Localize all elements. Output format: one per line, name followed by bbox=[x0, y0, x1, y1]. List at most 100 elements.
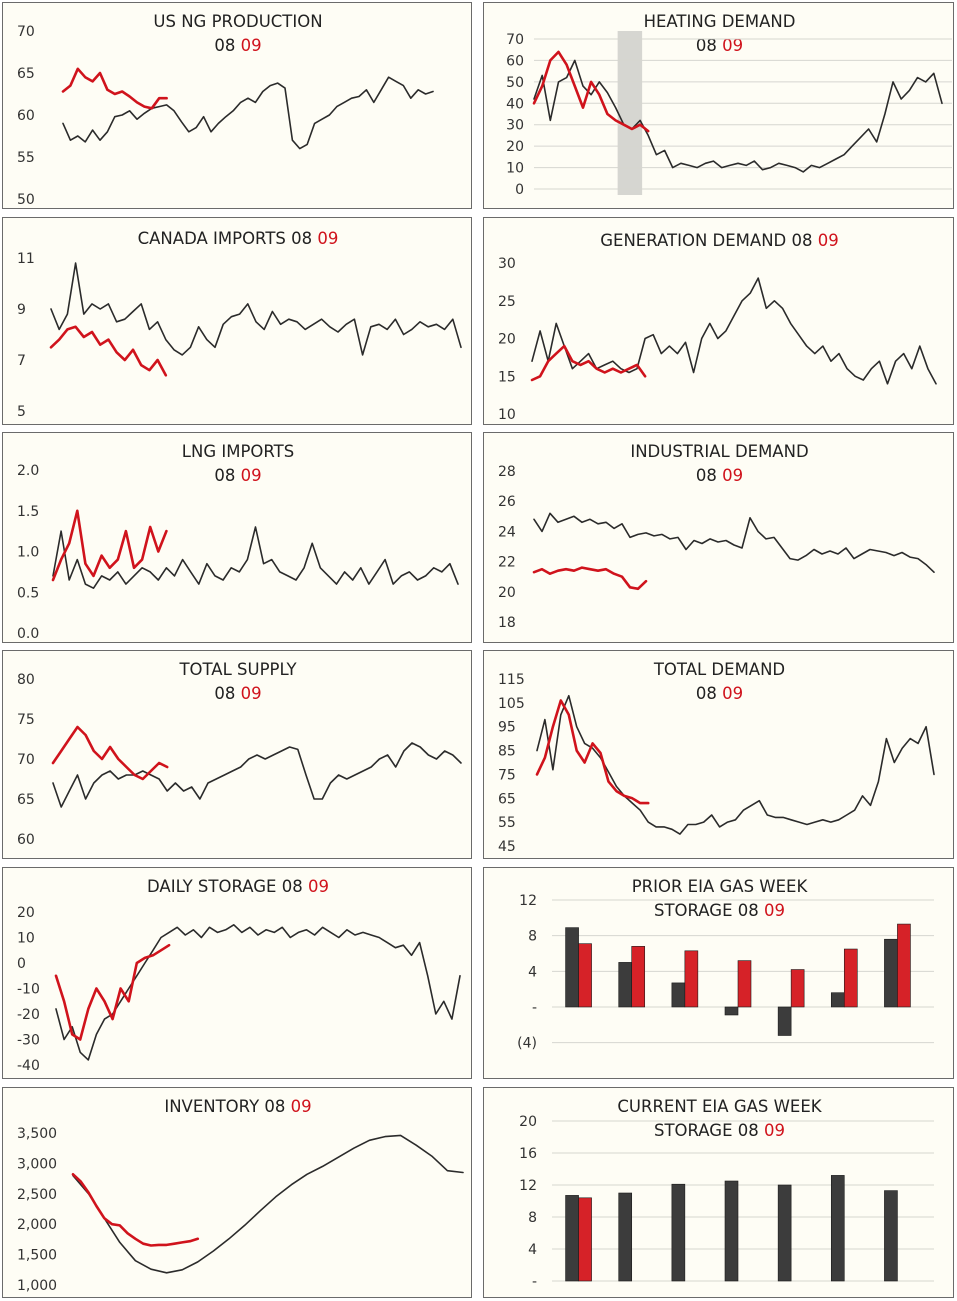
legend-08: 08 bbox=[286, 229, 318, 248]
series-line-09 bbox=[532, 50, 650, 133]
y-tick-label: 20 bbox=[519, 1114, 537, 1130]
bar-08-2 bbox=[618, 1192, 633, 1282]
y-tick-label: 10 bbox=[498, 407, 516, 423]
chart-title: US NG PRODUCTION bbox=[153, 12, 322, 31]
chart-industrial-demand-svg: INDUSTRIAL DEMAND 08 09 18 20 22 24 26 28 bbox=[498, 442, 935, 631]
y-tick-label: 30 bbox=[506, 118, 524, 134]
chart-title: PRIOR EIA GAS WEEK bbox=[632, 877, 809, 896]
y-tick-label: 4 bbox=[528, 1242, 537, 1258]
bar-08-5 bbox=[777, 1184, 792, 1282]
y-tick-label: 105 bbox=[498, 696, 525, 712]
y-tick-label: 60 bbox=[17, 832, 35, 848]
y-tick-label: 22 bbox=[498, 555, 516, 571]
bar-08-5 bbox=[777, 1006, 792, 1036]
y-tick-label: 8 bbox=[528, 929, 537, 945]
y-tick-label: 60 bbox=[17, 108, 35, 124]
legend-09: 09 bbox=[818, 231, 839, 250]
chart-title: CANADA IMPORTS 08 09 bbox=[138, 229, 339, 248]
series-line-08 bbox=[52, 526, 459, 589]
chart-inventory-svg: INVENTORY 08 09 1,000 1,500 2,000 2,500 3,000… bbox=[17, 1097, 464, 1294]
y-tick-label: 2,500 bbox=[17, 1187, 57, 1203]
legend-08: 08 bbox=[214, 684, 240, 703]
chart-generation-demand: GENERATION DEMAND 08 09 10 15 20 25 30 bbox=[483, 217, 954, 425]
y-tick-label: 50 bbox=[506, 75, 524, 91]
series-line-09 bbox=[530, 344, 647, 382]
y-tick-label: 65 bbox=[498, 791, 516, 807]
series-line-08 bbox=[72, 1134, 464, 1274]
y-tick-label: 2.0 bbox=[17, 463, 39, 479]
y-tick-label: 0 bbox=[17, 956, 26, 972]
y-tick-label: 0.5 bbox=[17, 585, 39, 601]
series-line-09 bbox=[54, 943, 171, 1041]
y-tick-label: 4 bbox=[528, 964, 537, 980]
chart-lng-imports: LNG IMPORTS 08 09 0.0 0.5 1.0 1.5 2.0 bbox=[2, 432, 472, 643]
bar-08-1 bbox=[565, 927, 579, 1008]
legend-08: 08 bbox=[696, 684, 722, 703]
y-tick-label: 95 bbox=[498, 720, 516, 736]
series-line-08 bbox=[62, 76, 434, 150]
series-line-09 bbox=[51, 509, 168, 582]
y-tick-label: 1.5 bbox=[17, 504, 39, 520]
y-tick-label: - bbox=[532, 1274, 537, 1290]
legend-09: 09 bbox=[241, 466, 262, 485]
bar-08-3 bbox=[671, 982, 686, 1008]
chart-legend: 08 09 bbox=[696, 36, 743, 55]
y-tick-label: 10 bbox=[506, 161, 524, 177]
chart-title: TOTAL DEMAND bbox=[653, 660, 785, 679]
legend-08: 08 bbox=[733, 1121, 765, 1140]
bar-09-5 bbox=[790, 969, 805, 1008]
bar-09-4 bbox=[737, 960, 752, 1008]
chart-title-text: STORAGE bbox=[654, 901, 733, 920]
y-tick-label: 20 bbox=[17, 905, 35, 921]
y-tick-label: 75 bbox=[17, 712, 35, 728]
series-line-08 bbox=[52, 742, 462, 808]
y-tick-label: 70 bbox=[506, 32, 524, 48]
chart-legend: 08 09 bbox=[214, 466, 261, 485]
y-tick-label: 55 bbox=[498, 815, 516, 831]
bar-08-7 bbox=[884, 938, 898, 1008]
series-line-09 bbox=[535, 699, 650, 805]
y-tick-label: 9 bbox=[17, 302, 26, 318]
bar-09-7 bbox=[897, 923, 911, 1008]
y-tick-label: -40 bbox=[17, 1058, 40, 1074]
chart-total-supply-svg: TOTAL SUPPLY 08 09 60 65 70 75 80 bbox=[17, 660, 462, 848]
y-tick-label: 2,000 bbox=[17, 1217, 57, 1233]
legend-09: 09 bbox=[722, 466, 743, 485]
y-tick-label: 30 bbox=[498, 256, 516, 272]
series-line-08 bbox=[533, 512, 935, 573]
y-tick-label: 26 bbox=[498, 494, 516, 510]
y-tick-label: 1,000 bbox=[17, 1278, 57, 1294]
legend-08: 08 bbox=[259, 1097, 291, 1116]
chart-total-demand: TOTAL DEMAND 08 09 45 55 65 75 85 95 105 115 bbox=[483, 650, 954, 859]
y-tick-label: 8 bbox=[528, 1210, 537, 1226]
legend-08: 08 bbox=[733, 901, 765, 920]
series-line-09 bbox=[49, 325, 168, 377]
chart-daily-storage-svg: DAILY STORAGE 08 09 -40 -30 -20 -10 0 10 20 bbox=[17, 877, 461, 1074]
chart-title-line2: STORAGE 08 09 bbox=[654, 1121, 785, 1140]
y-tick-label: 75 bbox=[498, 767, 516, 783]
chart-current-eia-gas-week-svg: CURRENT EIA GAS WEEK STORAGE 08 09 - 4 8 12 16… bbox=[519, 1097, 934, 1290]
chart-canada-imports-svg: CANADA IMPORTS 08 09 5 7 9 11 bbox=[17, 229, 462, 420]
bar-08-4 bbox=[724, 1006, 739, 1016]
y-tick-label: 70 bbox=[17, 752, 35, 768]
chart-legend: 08 09 bbox=[696, 466, 743, 485]
chart-total-demand-svg: TOTAL DEMAND 08 09 45 55 65 75 85 95 105 115 bbox=[498, 660, 935, 855]
chart-total-supply: TOTAL SUPPLY 08 09 60 65 70 75 80 bbox=[2, 650, 472, 859]
y-tick-label: 0.0 bbox=[17, 626, 39, 642]
chart-legend: 08 09 bbox=[696, 684, 743, 703]
chart-title-text: CANADA IMPORTS bbox=[138, 229, 286, 248]
chart-title-line2: STORAGE 08 09 bbox=[654, 901, 785, 920]
chart-inventory: INVENTORY 08 09 1,000 1,500 2,000 2,500 3,000… bbox=[2, 1087, 472, 1298]
highlight-band bbox=[617, 31, 643, 195]
legend-08: 08 bbox=[276, 877, 308, 896]
legend-08: 08 bbox=[214, 466, 240, 485]
chart-canada-imports: CANADA IMPORTS 08 09 5 7 9 11 bbox=[2, 217, 472, 425]
y-tick-label: 50 bbox=[17, 192, 35, 208]
y-tick-label: 3,000 bbox=[17, 1156, 57, 1172]
y-tick-label: 65 bbox=[17, 792, 35, 808]
chart-us-ng-production-svg: US NG PRODUCTION 08 09 50 55 60 65 70 bbox=[17, 12, 434, 208]
y-tick-label: 28 bbox=[498, 464, 516, 480]
y-tick-label: 11 bbox=[17, 251, 35, 267]
chart-us-ng-production: US NG PRODUCTION 08 09 50 55 60 65 70 bbox=[2, 2, 472, 209]
series-line-08 bbox=[536, 694, 935, 835]
